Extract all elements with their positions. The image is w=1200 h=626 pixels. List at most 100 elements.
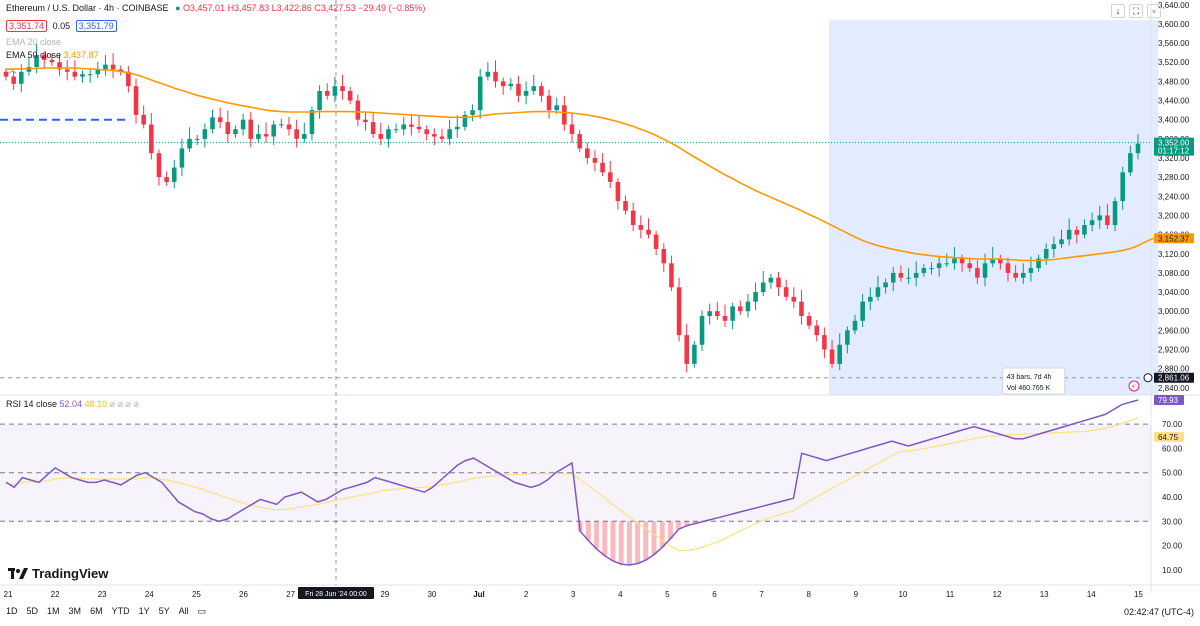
time-tick-label: 11 (946, 590, 955, 599)
date-range-icon[interactable]: ▭ (197, 606, 207, 616)
candle-body (217, 117, 223, 123)
rsi-legend[interactable]: RSI 14 close 52.04 48.10 ⌀ ⌀ ⌀ ⌀ (6, 399, 139, 410)
measure-volume-label: Vol 460.765 K (1007, 385, 1051, 392)
timeframe-button-1m[interactable]: 1M (47, 606, 60, 616)
candle-body (1043, 248, 1049, 259)
price-tick-label: 3,440.00 (1158, 97, 1190, 106)
price-tick-label: 3,520.00 (1158, 58, 1190, 67)
measure-range-box[interactable] (829, 20, 1159, 395)
candle-body (1082, 225, 1087, 235)
candle-body (676, 287, 682, 336)
candle-body (1059, 239, 1064, 245)
crosshair-price-label[interactable]: 2,861.06 (1158, 374, 1190, 383)
candle-body (1097, 215, 1103, 221)
candle-body (34, 55, 39, 68)
crosshair-price-label-bg (1154, 372, 1194, 383)
timeframe-button-5d[interactable]: 5D (26, 606, 39, 616)
collapse-legend-icon[interactable]: ︿ (8, 65, 18, 75)
candle-body (661, 248, 667, 264)
candle-body (776, 277, 781, 288)
candle-body (783, 287, 789, 297)
timeframe-button-5y[interactable]: 5Y (158, 606, 170, 616)
time-tick-label: 29 (380, 590, 389, 599)
rsi-line (5, 399, 1139, 566)
rsi-tick-label: 60.00 (1162, 444, 1183, 453)
candle-body (340, 86, 345, 91)
fullscreen-icon[interactable]: ⛶ (1129, 4, 1143, 18)
ema20-legend[interactable]: EMA 20 close (6, 37, 62, 47)
timeframe-button-6m[interactable]: 6M (90, 606, 103, 616)
candle-body (332, 86, 338, 96)
time-tick-label: 10 (898, 590, 907, 599)
candle-body (539, 86, 544, 96)
candle-body (500, 81, 506, 87)
candle-body (646, 229, 651, 235)
candle-body (607, 172, 613, 182)
crosshair-plus-icon[interactable] (1143, 373, 1153, 383)
symbol-label[interactable]: Ethereum / U.S. Dollar · 4h · COINBASE (6, 3, 169, 13)
candle-body (302, 134, 307, 139)
clock-display[interactable]: 02:42:47 (UTC-4) (1123, 607, 1194, 617)
ask-price[interactable]: 3,351.79 (75, 20, 117, 32)
candle-body (806, 316, 812, 326)
candle-body (3, 71, 9, 77)
candle-body (26, 67, 32, 72)
time-tick-label: 30 (427, 590, 436, 599)
event-lightning-icon[interactable] (1128, 380, 1140, 392)
ema50-legend[interactable]: EMA 50 close 3,437.87 (6, 50, 99, 60)
candle-body (990, 258, 995, 264)
candle-body (592, 158, 598, 163)
timeframe-button-1d[interactable]: 1D (6, 606, 18, 616)
candle-body (959, 258, 965, 264)
rsi-value-label[interactable]: 79.93 (1158, 396, 1179, 405)
price-tick-label: 3,560.00 (1158, 39, 1190, 48)
timeframe-button-ytd[interactable]: YTD (111, 606, 130, 616)
candle-body (554, 105, 559, 111)
candle-body (386, 129, 391, 139)
rsi-tick-label: 70.00 (1162, 420, 1183, 429)
candle-body (707, 311, 712, 316)
candle-body (194, 138, 200, 140)
candle-body (569, 124, 575, 135)
timeframe-button-1y[interactable]: 1Y (138, 606, 150, 616)
candle-body (279, 124, 284, 126)
candle-body (171, 167, 177, 182)
timeframe-button-all[interactable]: All (178, 606, 189, 616)
candle-body (179, 148, 185, 168)
candle-body (64, 69, 70, 72)
ema50-line (5, 67, 1154, 262)
candle-body (967, 263, 973, 269)
settings-icon[interactable]: ▫ (1147, 4, 1161, 18)
candle-body (768, 277, 774, 283)
ema50-value: 3,437.87 (63, 50, 99, 60)
candle-body (1013, 272, 1018, 278)
candle-body (1066, 229, 1072, 240)
rsi-ma-value-label[interactable]: 64.75 (1158, 433, 1179, 442)
rsi-value: 52.04 (59, 399, 83, 409)
candle-body (852, 320, 858, 331)
download-icon[interactable]: ↓ (1111, 4, 1125, 18)
candle-body (80, 74, 85, 77)
candle-body (822, 335, 827, 350)
timeframe-button-3m[interactable]: 3M (68, 606, 82, 616)
current-price-label[interactable]: 3,352.00 (1158, 139, 1190, 148)
time-tick-label: 13 (1040, 590, 1049, 599)
crosshair-date-label[interactable]: Fri 28 Jun '24 00:00 (305, 591, 367, 598)
ema-price-label[interactable]: 3,152.37 (1158, 234, 1190, 243)
time-tick-label: 15 (1134, 590, 1143, 599)
candle-body (975, 268, 980, 278)
candle-body (470, 110, 475, 115)
time-tick-label: 23 (98, 590, 107, 599)
rsi-tick-label: 20.00 (1162, 542, 1183, 551)
candle-body (898, 272, 904, 278)
bid-ask-row: 3,351.74 0.05 3,351.79 (6, 20, 117, 32)
candle-body (692, 344, 697, 364)
ema-price-label-bg (1154, 233, 1194, 244)
lightning-glyph-icon: ⚡ (1131, 383, 1136, 391)
time-tick-label: 12 (993, 590, 1002, 599)
tradingview-logo[interactable]: TradingView (8, 566, 108, 581)
candle-body (669, 263, 674, 288)
time-tick-label: 3 (571, 590, 576, 599)
bid-price[interactable]: 3,351.74 (6, 20, 48, 32)
